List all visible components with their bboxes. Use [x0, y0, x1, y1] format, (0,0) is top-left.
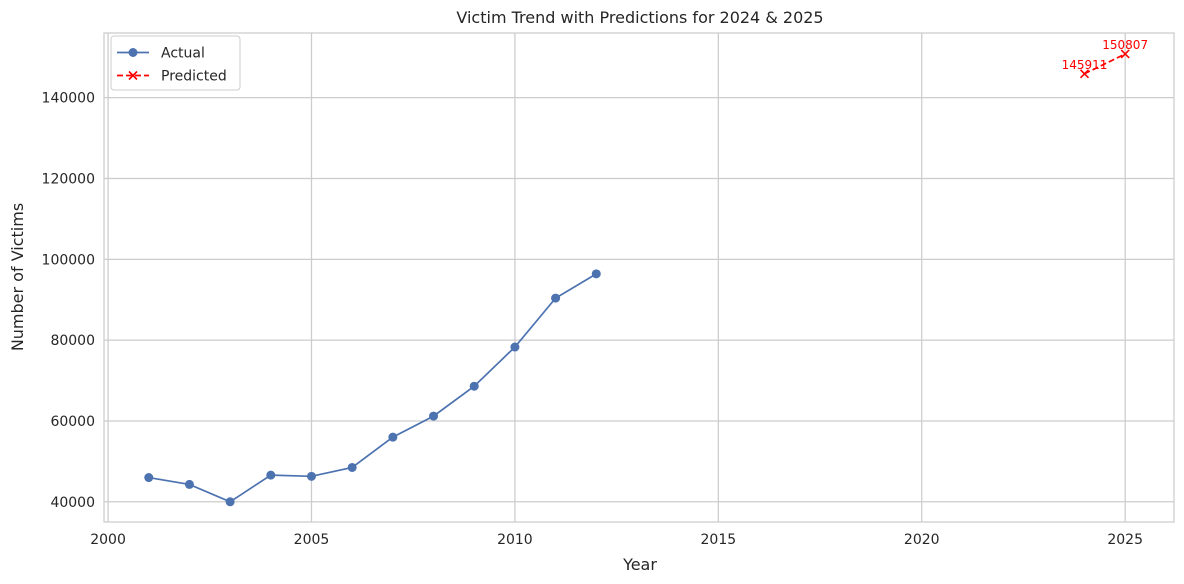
y-tick-label: 140000 [42, 91, 95, 107]
y-tick-label: 60000 [50, 414, 95, 430]
predicted-data-point [1120, 49, 1130, 59]
legend-actual-marker [128, 48, 138, 57]
actual-data-point [591, 269, 601, 279]
x-tick-label: 2005 [294, 532, 330, 548]
legend: Actual Predicted [110, 35, 241, 91]
legend-box [110, 35, 241, 91]
actual-data-point [266, 470, 276, 480]
x-tick-label: 2025 [1107, 532, 1143, 548]
grid-lines [104, 33, 1174, 522]
actual-data-point [388, 432, 398, 442]
actual-series-line [148, 273, 597, 503]
plot-area-frame [103, 32, 1175, 523]
actual-data-point [551, 293, 561, 303]
annotations-layer: 145911 150807 [1062, 38, 1148, 72]
x-tick-label: 2020 [904, 532, 940, 548]
actual-data-point [510, 342, 520, 352]
series-layer [144, 49, 1130, 507]
actual-data-point [347, 462, 357, 472]
y-axis-ticks: 40000 60000 80000 100000 120000 140000 [42, 91, 95, 511]
y-tick-label: 80000 [50, 333, 95, 349]
predicted-value-label: 150807 [1102, 38, 1148, 52]
actual-data-point [225, 497, 235, 507]
chart-title: Victim Trend with Predictions for 2024 &… [456, 8, 823, 27]
y-axis-label: Number of Victims [8, 203, 27, 351]
predicted-data-point [1079, 69, 1090, 79]
actual-data-point [469, 381, 479, 391]
predicted-value-label: 145911 [1062, 58, 1108, 72]
legend-predicted-label: Predicted [161, 69, 227, 85]
actual-data-point [144, 473, 154, 483]
x-tick-label: 2015 [701, 532, 737, 548]
x-axis-ticks: 2000 2005 2010 2015 2020 2025 [90, 532, 1143, 548]
y-tick-label: 120000 [42, 171, 95, 187]
actual-data-point [429, 411, 439, 421]
legend-actual-label: Actual [161, 46, 205, 62]
x-tick-label: 2000 [90, 532, 126, 548]
actual-data-point [184, 479, 194, 489]
y-tick-label: 40000 [50, 495, 95, 511]
y-tick-label: 100000 [42, 252, 95, 268]
x-axis-label: Year [622, 555, 657, 574]
x-tick-label: 2010 [497, 532, 533, 548]
predicted-series-line [1084, 53, 1126, 75]
actual-data-point [306, 471, 316, 481]
legend-predicted-marker [128, 70, 138, 81]
